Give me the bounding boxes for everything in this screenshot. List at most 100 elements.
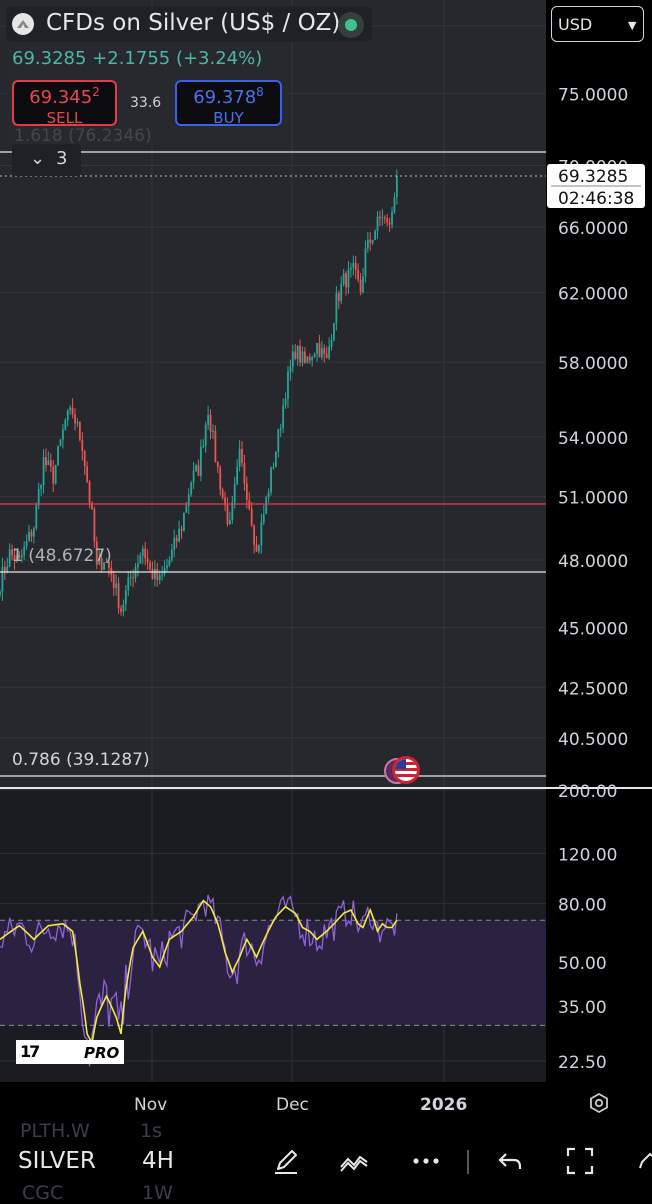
candle-body <box>381 217 384 219</box>
time-axis-label: Nov <box>134 1095 167 1115</box>
currency-value: USD <box>558 15 593 34</box>
silver-bars-icon <box>12 13 34 35</box>
candle-body <box>323 348 326 354</box>
fib-label-0786: 0.786 (39.1287) <box>12 750 150 770</box>
candle-body <box>260 522 263 546</box>
chevron-down-icon: ▼ <box>628 19 637 32</box>
candle-body <box>197 465 200 476</box>
candle-body <box>180 528 183 531</box>
price-axis-label: 66.0000 <box>558 219 628 239</box>
candle-body <box>243 462 246 484</box>
more-icon[interactable] <box>410 1145 442 1177</box>
candle-body <box>282 405 285 429</box>
candle-body <box>71 407 74 415</box>
candle-body <box>45 456 47 466</box>
pro-label: PRO <box>84 1044 120 1062</box>
candle-body <box>37 488 40 506</box>
pencil-icon[interactable] <box>270 1145 302 1177</box>
candle-body <box>59 439 62 447</box>
indicator-collapse-button[interactable]: ⌄ 3 <box>12 144 81 176</box>
candle-body <box>209 414 212 433</box>
candle-body <box>347 269 350 288</box>
symbol-button[interactable]: SILVER <box>18 1148 96 1174</box>
candle-body <box>362 276 364 293</box>
candle-body <box>258 545 260 552</box>
candle-body <box>108 561 110 568</box>
candle-body <box>325 353 328 359</box>
candle-body <box>221 489 224 498</box>
candle-body <box>146 558 149 563</box>
candle-body <box>296 345 299 359</box>
osc-axis-label: 50.00 <box>558 954 607 974</box>
candle-body <box>352 263 355 268</box>
osc-axis-label: 22.50 <box>558 1053 607 1073</box>
candle-body <box>81 439 84 452</box>
candle-body <box>161 574 164 576</box>
candle-body <box>168 560 171 566</box>
candle-body <box>163 568 166 575</box>
buy-button[interactable]: 69.3788 BUY <box>175 80 282 127</box>
candle-body <box>366 239 369 249</box>
sell-label: SELL <box>46 109 83 127</box>
candle-body <box>308 356 311 361</box>
candle-body <box>30 531 33 537</box>
market-open-icon[interactable] <box>338 12 364 38</box>
symbol-title[interactable]: CFDs on Silver (US$ / OZ) <box>46 10 341 36</box>
candle-body <box>141 548 144 556</box>
candle-body <box>294 351 297 359</box>
candle-body <box>158 575 161 581</box>
candle-body <box>52 466 55 484</box>
price-axis-label: 42.5000 <box>558 679 628 699</box>
candle-body <box>144 548 147 559</box>
candle-body <box>83 451 86 467</box>
interval-button[interactable]: 4H <box>142 1148 174 1174</box>
candle-body <box>270 467 272 493</box>
sell-button[interactable]: 69.3452 SELL <box>12 80 117 127</box>
osc-axis-label: 120.00 <box>558 845 617 865</box>
candle-body <box>313 353 316 358</box>
sell-price: 69.3452 <box>29 85 100 108</box>
candle-body <box>173 538 176 550</box>
candle-body <box>231 502 234 521</box>
candle-body <box>267 492 270 498</box>
candle-body <box>311 357 314 361</box>
candle-body <box>318 343 321 358</box>
candle-body <box>117 583 120 609</box>
economic-event-icon[interactable] <box>392 756 420 784</box>
candle-body <box>279 428 282 430</box>
pencil-icon[interactable] <box>636 1148 652 1172</box>
candle-body <box>0 591 1 595</box>
candle-body <box>115 583 118 588</box>
candle-body <box>93 509 96 542</box>
candle-body <box>357 269 360 280</box>
candle-body <box>350 267 352 270</box>
candle-body <box>23 546 26 556</box>
candle-body <box>342 273 345 284</box>
candle-body <box>274 451 277 468</box>
watchlist-ghost-item: 1s <box>140 1120 162 1142</box>
time-axis-label: 2026 <box>420 1095 467 1115</box>
fullscreen-icon[interactable] <box>564 1145 596 1177</box>
candle-body <box>187 494 190 506</box>
candle-body <box>202 445 205 448</box>
candle-body <box>149 562 151 569</box>
candle-body <box>192 470 195 483</box>
oscillator-chart[interactable]: 200.00 120.00 80.00 50.00 35.00 22.50 Nov Dec 20… <box>0 0 652 1118</box>
currency-select[interactable]: USD ▼ <box>551 6 644 42</box>
last-price-label: 69.3285 <box>558 167 628 187</box>
settings-icon[interactable] <box>588 1092 610 1114</box>
candle-body <box>132 577 134 579</box>
candle-body <box>330 339 333 347</box>
candle-body <box>112 574 115 588</box>
indicators-icon[interactable] <box>338 1145 370 1177</box>
candle-body <box>391 211 393 225</box>
candle-body <box>57 446 59 465</box>
undo-icon[interactable] <box>494 1145 526 1177</box>
osc-axis-label: 35.00 <box>558 998 607 1018</box>
candle-body <box>32 528 35 537</box>
price-axis-label: 75.0000 <box>558 85 628 105</box>
candle-body <box>207 414 210 425</box>
watchlist-ghost-item: PLTH.W <box>20 1120 90 1142</box>
symbol-header[interactable] <box>6 6 372 42</box>
candle-body <box>354 263 357 270</box>
